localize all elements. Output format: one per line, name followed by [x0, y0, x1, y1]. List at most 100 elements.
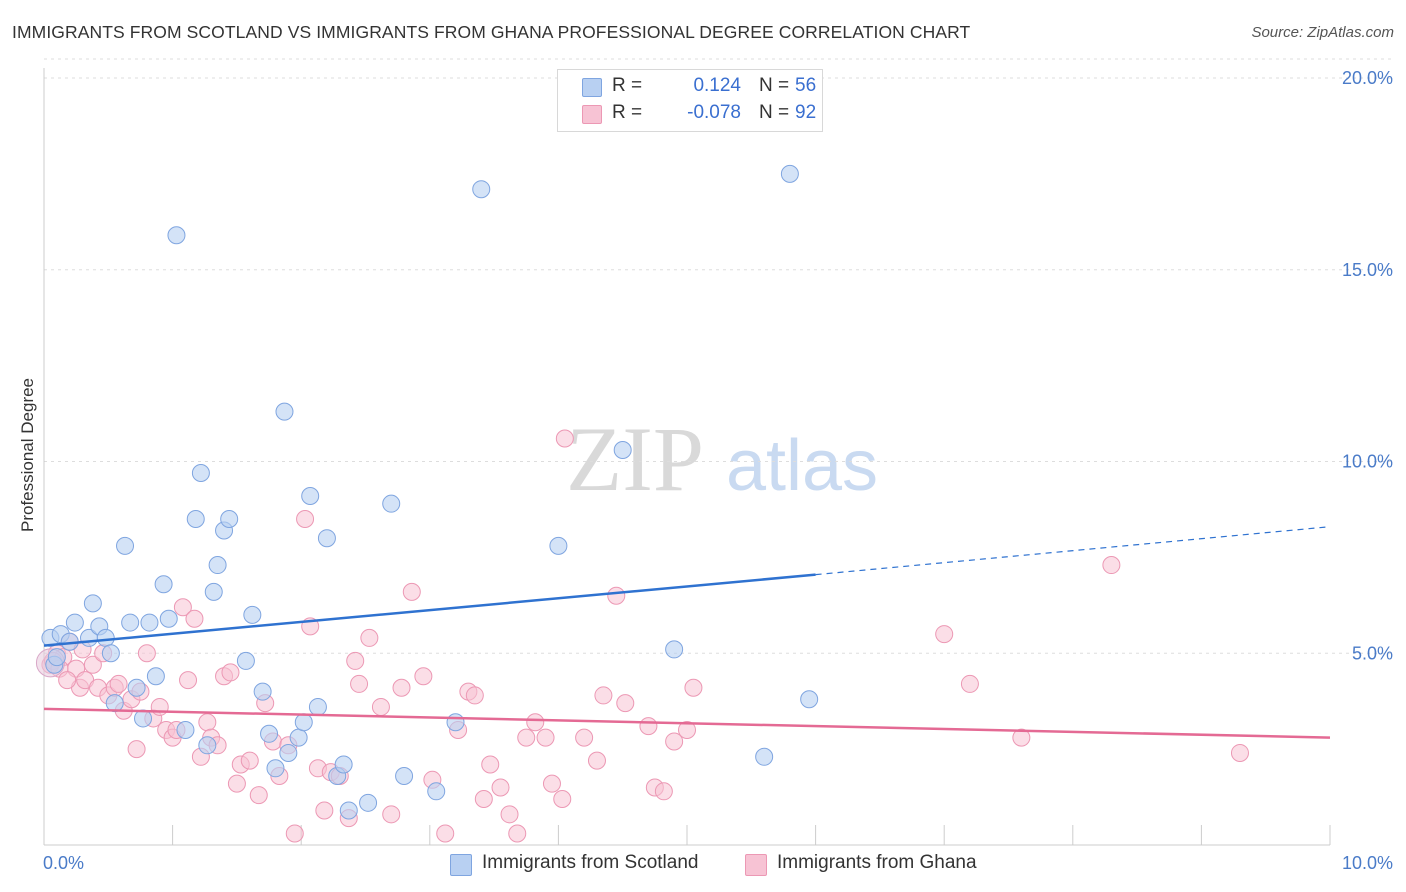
scotland-point [308, 697, 327, 716]
ghana-point [526, 713, 545, 732]
ghana-point [346, 651, 365, 670]
scotland-point [204, 582, 223, 601]
ghana-point [639, 717, 658, 736]
y-tick-label: 10.0% [1342, 452, 1393, 472]
scotland-point [127, 678, 146, 697]
ghana-point [240, 751, 259, 770]
scotland-point [47, 648, 66, 667]
scotland-point [446, 713, 465, 732]
scotland-point [167, 226, 186, 245]
ghana-point [665, 732, 684, 751]
watermark: ZIP atlas [566, 408, 878, 510]
watermark-atlas: atlas [726, 426, 878, 506]
ghana-point [249, 786, 268, 805]
watermark-zip: ZIP [566, 408, 704, 510]
ghana-point [654, 782, 673, 801]
ghana-point [1102, 556, 1121, 575]
ghana-point [350, 674, 369, 693]
ghana-point [137, 644, 156, 663]
ghana-point [436, 824, 455, 843]
ghana-point [555, 429, 574, 448]
scotland-point [427, 782, 446, 801]
scotland-point [186, 510, 205, 529]
ghana-point [127, 740, 146, 759]
ghana-point [474, 789, 493, 808]
ghana-point [1230, 743, 1249, 762]
ghana-point [173, 598, 192, 617]
ghana-point [553, 789, 572, 808]
ghana-point [360, 628, 379, 647]
ghana-point [517, 728, 536, 747]
trend-lines [43, 526, 1331, 739]
ghana-trend-line [43, 707, 1331, 739]
scotland-point [101, 644, 120, 663]
scotland-point [382, 494, 401, 513]
scotland-point [198, 736, 217, 755]
ghana-point [109, 674, 128, 693]
source-label: Source: ZipAtlas.com [1251, 24, 1394, 41]
scotland-points [41, 164, 819, 820]
ghana-point [198, 713, 217, 732]
ghana-point [58, 671, 77, 690]
scotland-point [279, 743, 298, 762]
ghana-point [542, 774, 561, 793]
ghana-point [465, 686, 484, 705]
scotland-trend-extension [815, 526, 1331, 576]
scotland-point [105, 694, 124, 713]
scotland-point [253, 682, 272, 701]
scotland-point [395, 766, 414, 785]
n-value: 56 [795, 75, 817, 96]
scotland-point [613, 440, 632, 459]
scotland-point [275, 402, 294, 421]
ghana-point [684, 678, 703, 697]
ghana-point [179, 671, 198, 690]
x-tick-label: 0.0% [43, 853, 84, 873]
chart-title: IMMIGRANTS FROM SCOTLAND VS IMMIGRANTS F… [12, 22, 971, 42]
scotland-point [800, 690, 819, 709]
ghana-point [221, 663, 240, 682]
scotland-point [236, 651, 255, 670]
r-value: 0.124 [693, 75, 741, 96]
scotland-point [96, 628, 115, 647]
scotland-point [243, 605, 262, 624]
ghana-legend-label: Immigrants from Ghana [777, 852, 977, 873]
scotland-point [334, 755, 353, 774]
scotland-point [549, 536, 568, 555]
x-tick-label: 10.0% [1342, 853, 1393, 873]
ghana-point [508, 824, 527, 843]
n-value: 92 [795, 102, 817, 123]
ghana-point [536, 728, 555, 747]
ghana-legend-swatch [745, 854, 767, 876]
ghana-swatch [582, 105, 602, 124]
scotland-point [83, 594, 102, 613]
scotland-point [289, 728, 308, 747]
scotland-point [472, 180, 491, 199]
scotland-point [301, 487, 320, 506]
scotland-point [339, 801, 358, 820]
r-label: R = [612, 102, 643, 123]
scotland-point [146, 667, 165, 686]
ghana-point [150, 697, 169, 716]
scotland-point [208, 556, 227, 575]
scotland-point [317, 529, 336, 548]
scotland-point [121, 613, 140, 632]
scotland-point [780, 164, 799, 183]
ghana-point [678, 720, 696, 739]
scotland-trend-line [43, 573, 816, 647]
scotland-point [176, 720, 195, 739]
scotland-point [134, 709, 153, 728]
ghana-point [935, 625, 954, 644]
ghana-point [594, 686, 613, 705]
scotland-point [294, 713, 313, 732]
n-label: N = [759, 102, 790, 123]
scotland-point [154, 575, 173, 594]
ghana-point [491, 778, 510, 797]
scotland-point [159, 609, 178, 628]
scotland-point [665, 640, 684, 659]
ghana-point [227, 774, 246, 793]
y-tick-label: 20.0% [1342, 68, 1393, 88]
ghana-point [382, 805, 401, 824]
ghana-point [500, 805, 519, 824]
ghana-point [392, 678, 411, 697]
